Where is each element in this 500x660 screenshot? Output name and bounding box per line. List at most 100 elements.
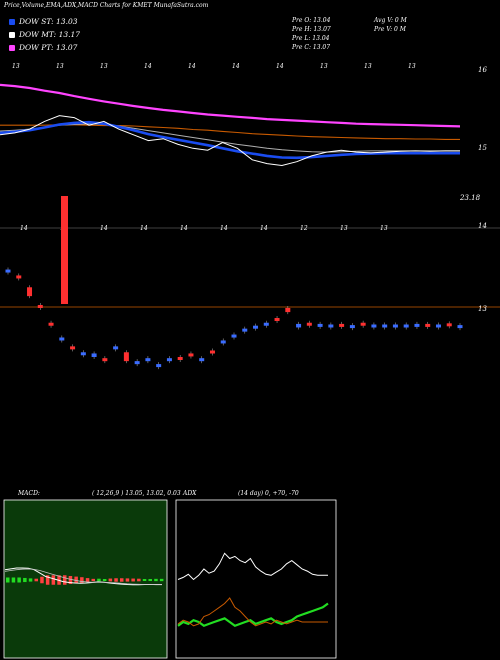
bottom-date-label: 14 (260, 225, 268, 232)
candle-body (446, 323, 452, 327)
macd-label: MACD: (18, 490, 40, 497)
macd-histogram-bar (148, 579, 152, 581)
macd-histogram-bar (125, 578, 130, 582)
macd-histogram-bar (137, 578, 141, 582)
right-tick-label: 15 (478, 144, 487, 152)
candle-body (188, 353, 194, 357)
candle-body (70, 346, 76, 350)
price-annotation: 23.18 (460, 194, 481, 202)
macd-histogram-bar (120, 578, 124, 582)
top-date-label: 13 (12, 63, 20, 70)
adx-params: (14 day) 0, +70, -70 (238, 490, 299, 497)
candle-body (166, 358, 172, 362)
candle-right-tick-label: 13 (478, 305, 487, 313)
candle-body (16, 275, 22, 279)
candle-body (134, 361, 140, 365)
candle-body (145, 358, 151, 362)
candle-body (285, 307, 291, 313)
candle-body (48, 322, 54, 326)
candle-body (123, 352, 129, 362)
macd-histogram-bar (23, 577, 27, 583)
ohlc-high: Pre H: 13.07 (292, 26, 331, 33)
macd-histogram-bar (74, 576, 78, 584)
legend-dow-st: DOW ST: 13.03 (9, 17, 78, 26)
candle-body (59, 337, 65, 341)
candle-body (317, 323, 323, 327)
candle-body (220, 340, 226, 344)
chart-title: Price,Volume,EMA,ADX,MACD Charts for KME… (4, 2, 209, 9)
candle-body (5, 269, 11, 273)
minus-di-line (177, 597, 328, 627)
legend-swatch-st (9, 18, 15, 25)
ema-line (0, 123, 460, 153)
bottom-date-label: 13 (380, 225, 388, 232)
macd-histogram-bar (11, 577, 16, 583)
macd-histogram-bar (85, 578, 90, 582)
top-date-label: 14 (144, 63, 152, 70)
candle-body (27, 287, 33, 297)
bottom-date-label: 14 (220, 225, 228, 232)
candle-body (296, 323, 302, 328)
bottom-date-label: 14 (100, 225, 108, 232)
candle-body (382, 324, 388, 328)
right-tick-label: 16 (478, 66, 487, 74)
candle-body (242, 328, 248, 332)
candle-body (91, 353, 97, 357)
top-date-label: 14 (276, 63, 284, 70)
macd-histogram-bar (108, 578, 113, 582)
top-date-label: 13 (320, 63, 328, 70)
candle-body (435, 324, 441, 328)
bottom-date-label: 14 (140, 225, 148, 232)
pre-volume: Pre V: 0 M (374, 26, 406, 33)
legend-swatch-pt (9, 44, 15, 51)
ema-line (0, 120, 460, 160)
ema-line (0, 115, 460, 167)
legend-label-st: DOW ST: 13.03 (19, 17, 78, 26)
candle-body (199, 358, 205, 362)
legend-dow-pt: DOW PT: 13.07 (9, 43, 77, 52)
macd-histogram-bar (131, 578, 135, 582)
legend-swatch-mt (9, 31, 15, 38)
top-date-label: 13 (56, 63, 64, 70)
macd-histogram-bar (28, 578, 33, 582)
macd-histogram-bar (51, 575, 56, 585)
candle-body (403, 324, 409, 328)
candle-body (253, 325, 259, 329)
candle-body (37, 305, 43, 308)
macd-histogram-bar (68, 576, 73, 584)
macd-histogram-bar (40, 576, 44, 584)
candle-body (80, 352, 86, 356)
bottom-date-label: 13 (340, 225, 348, 232)
bottom-date-label: 14 (180, 225, 188, 232)
candle-body (328, 324, 334, 328)
candle-body (414, 323, 420, 327)
macd-histogram-bar (114, 578, 118, 582)
candle-body (360, 322, 366, 326)
candle-body (392, 324, 398, 328)
macd-histogram-bar (142, 579, 147, 581)
candle-body (425, 323, 431, 327)
candle-body (156, 364, 162, 368)
candle-body (231, 334, 237, 338)
macd-histogram-bar (17, 577, 21, 583)
adx-line (177, 552, 328, 581)
ohlc-close: Pre C: 13.07 (292, 44, 331, 51)
macd-histogram-bar (63, 575, 67, 585)
adx-label: ADX (183, 490, 197, 497)
candle-body (457, 325, 463, 329)
legend-label-mt: DOW MT: 13.17 (19, 30, 81, 39)
macd-histogram-bar (80, 577, 84, 583)
macd-histogram-bar (154, 578, 158, 582)
candle-body (339, 323, 345, 327)
candle-body (209, 350, 215, 354)
ema-line (0, 83, 461, 128)
top-date-label: 14 (188, 63, 196, 70)
candle-body (102, 358, 108, 362)
macd-histogram-bar (6, 577, 10, 583)
candle-body (349, 325, 355, 329)
macd-params: ( 12,26,9 ) 13.05, 13.02, 0.03 (92, 490, 181, 497)
macd-histogram-bar (159, 578, 164, 582)
top-date-label: 13 (408, 63, 416, 70)
candle-body (263, 322, 269, 326)
macd-histogram-bar (45, 575, 50, 585)
